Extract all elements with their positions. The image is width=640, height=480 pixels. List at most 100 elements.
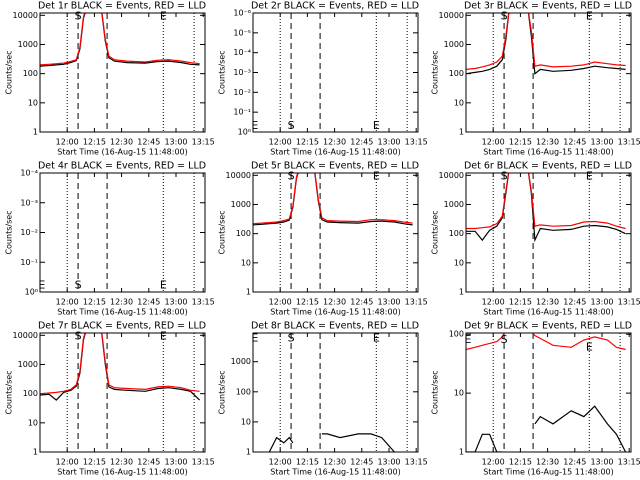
y-tick-label: 10000 — [13, 11, 38, 20]
x-tick-label: 12:30 — [110, 458, 133, 467]
x-tick-label: 12:45 — [350, 138, 373, 147]
annotation: S — [501, 170, 508, 183]
x-tick-label: 12:15 — [296, 138, 319, 147]
x-tick-label: 13:00 — [590, 298, 613, 307]
y-tick-label: 10⁻⁴ — [233, 48, 251, 57]
x-tick-label: 13:15 — [618, 138, 640, 147]
x-tick-label: 13:15 — [618, 298, 640, 307]
y-tick-label: 10000 — [13, 331, 38, 340]
series-line — [253, 173, 413, 226]
x-tick-label: 12:30 — [110, 138, 133, 147]
x-axis-label: Start Time (16-Aug-15 11:48:00) — [270, 148, 401, 157]
y-tick-label: 10⁻³ — [233, 68, 251, 77]
annotation: E — [586, 340, 593, 353]
panel: Det 1r BLACK = Events, RED = LLD Start Ti… — [5, 1, 215, 157]
series-line — [466, 173, 626, 243]
x-tick-label: 13:00 — [590, 138, 613, 147]
chart-title: Det 2r BLACK = Events, RED = LLD — [251, 1, 419, 12]
series-line — [466, 13, 626, 75]
annotation: S — [288, 119, 295, 132]
x-tick-label: 12:00 — [482, 298, 505, 307]
y-tick-label: 1 — [33, 128, 38, 137]
y-axis-label: Counts/sec — [431, 370, 440, 414]
panel: Det 8r BLACK = Events, RED = LLD Start Ti… — [218, 321, 428, 477]
x-tick-label: 12:15 — [296, 458, 319, 467]
plot-frame — [252, 172, 419, 293]
x-axis-label: Start Time (16-Aug-15 11:48:00) — [483, 308, 614, 317]
y-tick-label: 1 — [459, 128, 464, 137]
series-line — [40, 13, 200, 66]
plot-frame — [252, 12, 419, 133]
y-tick-label: 100 — [236, 229, 251, 238]
x-axis-label: Start Time (16-Aug-15 11:48:00) — [270, 308, 401, 317]
x-tick-label: 12:30 — [323, 138, 346, 147]
x-axis-label: Start Time (16-Aug-15 11:48:00) — [483, 468, 614, 477]
panel: Det 6r BLACK = Events, RED = LLD Start Ti… — [431, 161, 640, 317]
y-tick-label: 10⁰ — [238, 128, 251, 137]
y-tick-label: 100 — [449, 330, 464, 339]
annotation: E — [160, 10, 167, 23]
series-line — [466, 13, 626, 70]
x-tick-label: 12:00 — [482, 458, 505, 467]
x-tick-label: 13:00 — [164, 298, 187, 307]
annotation: S — [501, 333, 508, 346]
annotation: E — [373, 331, 380, 344]
series-line — [253, 173, 413, 225]
y-tick-label: 1000 — [18, 40, 38, 49]
x-tick-label: 12:45 — [137, 138, 160, 147]
x-tick-label: 13:15 — [405, 138, 428, 147]
x-axis-label: Start Time (16-Aug-15 11:48:00) — [57, 468, 188, 477]
plot-frame — [39, 332, 206, 453]
x-tick-label: 12:15 — [296, 298, 319, 307]
y-tick-label: 1000 — [231, 200, 251, 209]
plot-frame — [39, 12, 206, 133]
chart-title: Det 6r BLACK = Events, RED = LLD — [464, 161, 632, 172]
y-tick-label: 10⁻⁶ — [233, 9, 251, 18]
annotation: E — [251, 119, 258, 132]
x-tick-label: 12:00 — [269, 298, 292, 307]
x-tick-label: 12:00 — [269, 458, 292, 467]
x-tick-label: 12:30 — [323, 298, 346, 307]
x-tick-label: 12:45 — [137, 458, 160, 467]
y-tick-label: 10 — [241, 417, 251, 426]
chart-title: Det 8r BLACK = Events, RED = LLD — [251, 321, 419, 332]
y-axis-label: Counts/sec — [431, 50, 440, 94]
y-tick-label: 10⁻² — [20, 228, 38, 237]
series-line — [466, 173, 626, 230]
annotation: S — [75, 10, 82, 23]
y-axis-label: Counts/sec — [5, 50, 14, 94]
x-tick-label: 12:45 — [563, 138, 586, 147]
y-tick-label: 1000 — [18, 360, 38, 369]
panel: Det 5r BLACK = Events, RED = LLD Start Ti… — [218, 161, 428, 317]
y-tick-label: 100 — [449, 69, 464, 78]
y-tick-label: 1000 — [444, 40, 464, 49]
y-tick-label: 10 — [454, 258, 464, 267]
y-axis-label: Counts/sec — [431, 210, 440, 254]
y-tick-label: 1000 — [444, 200, 464, 209]
x-tick-label: 13:00 — [377, 298, 400, 307]
x-tick-label: 12:00 — [482, 138, 505, 147]
annotation: E — [586, 10, 593, 23]
x-tick-label: 13:15 — [192, 458, 215, 467]
annotation: S — [75, 330, 82, 343]
plot-frame — [465, 12, 632, 133]
plot-frame — [465, 172, 632, 293]
annotation: E — [38, 278, 45, 291]
y-tick-label: 10000 — [439, 11, 464, 20]
x-axis-label: Start Time (16-Aug-15 11:48:00) — [57, 148, 188, 157]
y-tick-label: 100 — [23, 389, 38, 398]
x-tick-label: 12:00 — [56, 458, 79, 467]
x-tick-label: 13:15 — [192, 138, 215, 147]
x-tick-label: 12:15 — [509, 458, 532, 467]
y-tick-label: 10 — [454, 389, 464, 398]
x-tick-label: 13:00 — [164, 138, 187, 147]
chart-title: Det 4r BLACK = Events, RED = LLD — [38, 161, 206, 172]
x-tick-label: 12:15 — [83, 138, 106, 147]
annotation: E — [251, 331, 258, 344]
series-line — [466, 405, 627, 452]
y-tick-label: 100 — [449, 229, 464, 238]
series-line — [466, 333, 626, 351]
panel: Det 4r BLACK = Events, RED = LLD Start Ti… — [5, 161, 215, 317]
x-axis-label: Start Time (16-Aug-15 11:48:00) — [483, 148, 614, 157]
panel: Det 2r BLACK = Events, RED = LLD Start Ti… — [218, 1, 428, 157]
